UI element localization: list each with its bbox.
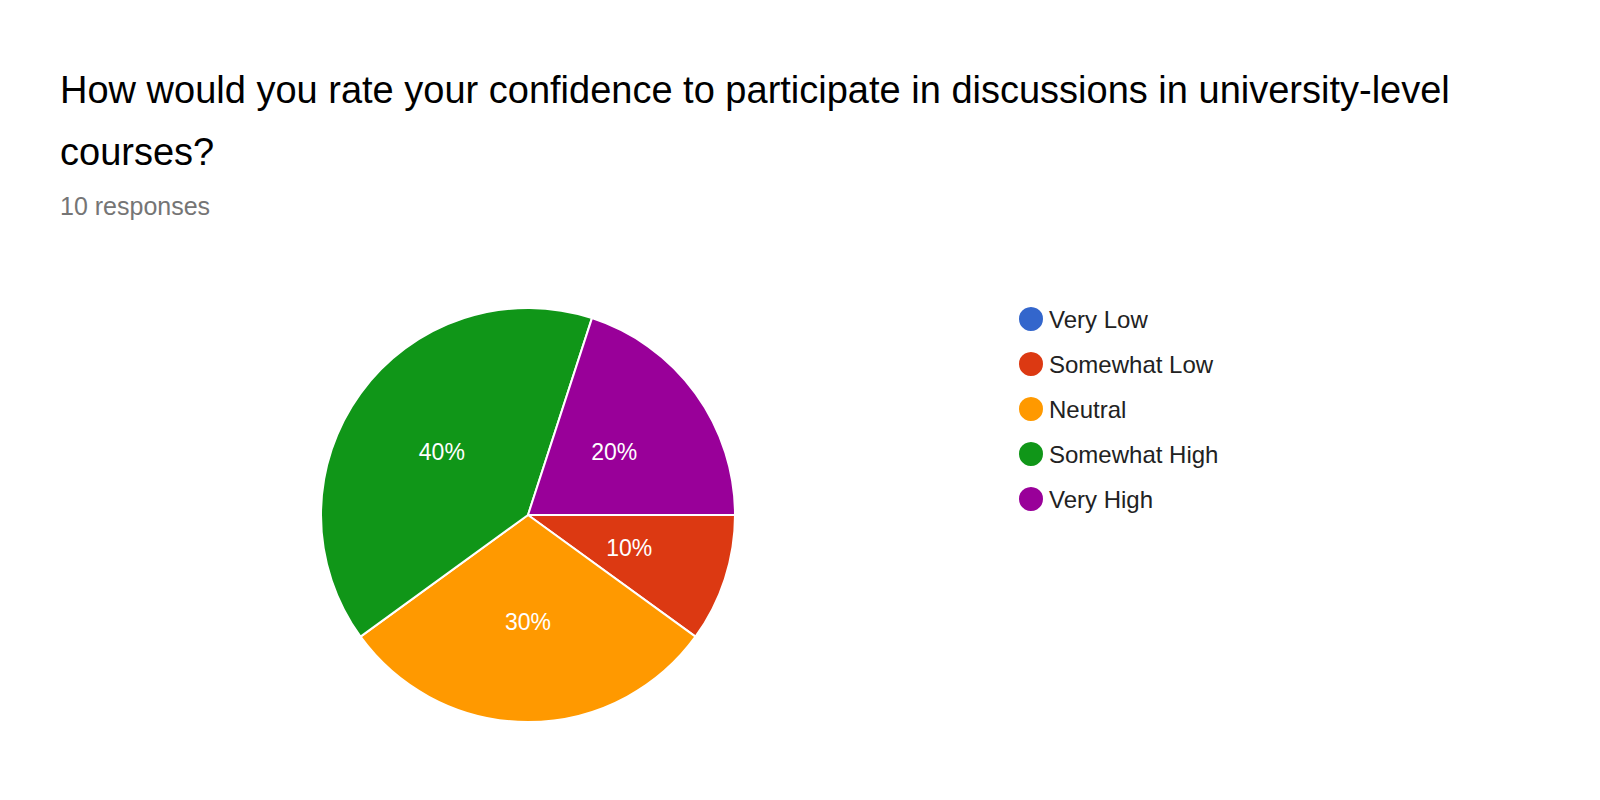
svg-text:How would you rate your confid: How would you rate your confidence to pa… xyxy=(60,69,1460,111)
svg-text:40%: 40% xyxy=(419,439,465,465)
svg-text:20%: 20% xyxy=(591,439,637,465)
svg-text:Very Low: Very Low xyxy=(1049,306,1148,333)
svg-text:Neutral: Neutral xyxy=(1049,396,1126,423)
svg-text:courses?: courses? xyxy=(60,131,214,173)
svg-text:10%: 10% xyxy=(606,535,652,561)
svg-text:10 responses: 10 responses xyxy=(60,192,210,220)
svg-text:Very High: Very High xyxy=(1049,486,1153,513)
svg-text:30%: 30% xyxy=(505,609,551,635)
svg-text:Somewhat High: Somewhat High xyxy=(1049,441,1218,468)
svg-text:Somewhat Low: Somewhat Low xyxy=(1049,351,1214,378)
